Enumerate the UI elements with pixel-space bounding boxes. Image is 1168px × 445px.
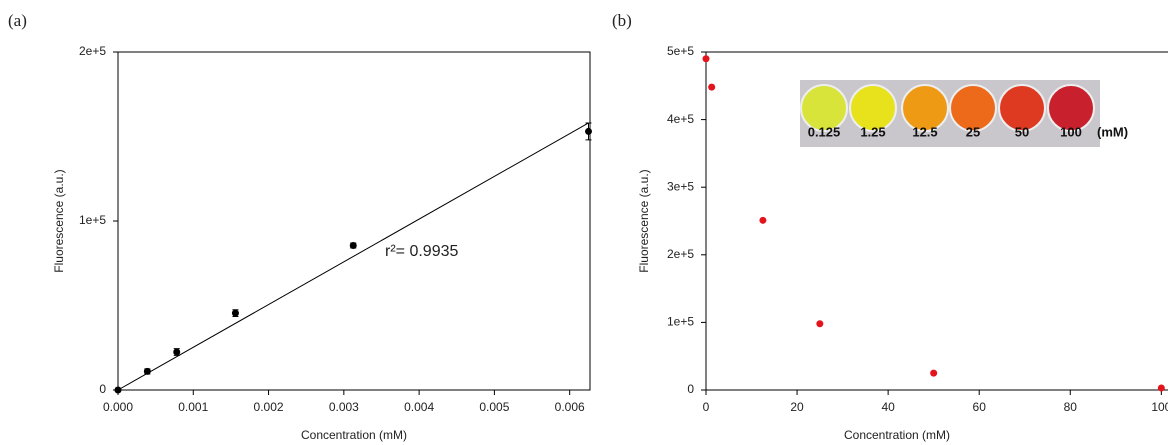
data-point — [702, 55, 710, 63]
data-point — [114, 386, 122, 394]
well — [901, 84, 949, 132]
inset-label: 12.5 — [912, 124, 937, 139]
x-tick-label: 0.000 — [103, 400, 133, 414]
data-point — [759, 216, 767, 224]
panel-label: (b) — [612, 11, 632, 30]
well — [800, 84, 848, 132]
y-tick-label: 1e+5 — [667, 315, 694, 329]
y-axis-label: Fluorescence (a.u.) — [637, 169, 651, 272]
data-point — [816, 320, 824, 328]
x-tick-label: 80 — [1064, 400, 1078, 414]
inset-label: 100 — [1060, 124, 1082, 139]
data-point — [231, 309, 239, 317]
inset-label: 25 — [966, 124, 980, 139]
x-tick-label: 40 — [881, 400, 895, 414]
x-tick-label: 0.004 — [404, 400, 434, 414]
data-point — [173, 348, 181, 356]
plot-frame — [705, 51, 1168, 391]
inset-unit: (mM) — [1097, 124, 1128, 139]
x-tick-label: 0.003 — [329, 400, 359, 414]
x-tick-label: 0.001 — [178, 400, 208, 414]
y-tick-label: 3e+5 — [667, 179, 694, 193]
data-point — [708, 83, 716, 91]
data-point — [349, 242, 357, 250]
inset-label: 50 — [1015, 124, 1029, 139]
x-tick-label: 0 — [703, 400, 710, 414]
inset-label: 1.25 — [860, 124, 885, 139]
well — [1047, 84, 1095, 132]
y-tick-label: 0 — [99, 382, 106, 396]
fit-line — [117, 122, 589, 391]
y-tick-label: 0 — [687, 382, 694, 396]
annotation: r²= 0.9935 — [385, 243, 458, 260]
x-tick-label: 0.006 — [555, 400, 585, 414]
panel-label: (a) — [8, 11, 27, 30]
data-point — [143, 367, 151, 375]
y-tick-label: 2e+5 — [667, 247, 694, 261]
plot-frame — [117, 51, 591, 391]
inset-label: 0.125 — [808, 124, 841, 139]
well — [998, 84, 1046, 132]
x-tick-label: 100 — [1151, 400, 1168, 414]
y-axis-label: Fluorescence (a.u.) — [52, 169, 66, 272]
x-axis-label: Concentration (mM) — [301, 428, 407, 442]
x-tick-label: 0.005 — [479, 400, 509, 414]
data-point — [1157, 384, 1165, 392]
data-point — [584, 127, 592, 135]
x-axis-label: Concentration (mM) — [844, 428, 950, 442]
x-tick-label: 20 — [790, 400, 804, 414]
x-tick-label: 60 — [973, 400, 987, 414]
well — [849, 84, 897, 132]
x-tick-label: 0.002 — [254, 400, 284, 414]
data-point — [930, 369, 938, 377]
y-tick-label: 2e+5 — [79, 44, 106, 58]
y-tick-label: 5e+5 — [667, 44, 694, 58]
inset-photo: 0.125 1.25 12.5 25 50 100 (mM) — [800, 80, 1128, 147]
y-tick-label: 4e+5 — [667, 112, 694, 126]
y-tick-label: 1e+5 — [79, 213, 106, 227]
well — [949, 84, 997, 132]
